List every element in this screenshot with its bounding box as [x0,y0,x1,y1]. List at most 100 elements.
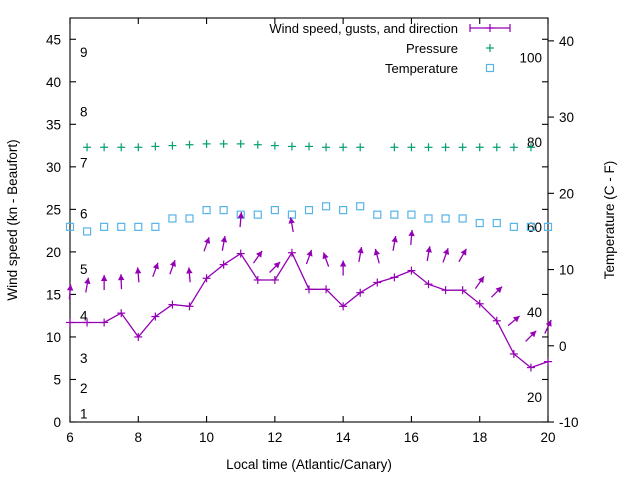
marker-square [492,218,501,228]
marker-square [458,214,467,223]
beaufort-label-5: 5 [80,262,88,277]
marker-square [100,222,109,231]
gust-arrow [100,275,108,291]
marker-square [304,205,314,215]
beaufort-label-7: 7 [80,156,88,171]
gust-arrow-head [545,319,552,327]
marker-square [168,214,177,223]
gust-arrow [305,249,313,265]
gust-arrow-head [408,229,415,237]
gust-arrow [373,248,380,264]
gust-arrow [220,235,228,251]
x-tick-label: 16 [404,430,419,445]
x-tick-label: 8 [135,430,143,445]
gust-arrow-head [443,248,450,255]
y-left-tick-label: 15 [46,287,61,302]
gust-arrow-head [512,315,520,323]
gust-arrow [525,330,537,342]
gust-arrow [186,267,193,283]
marker-square [117,222,126,231]
x-tick-label: 18 [472,430,487,445]
gust-arrow [491,286,503,298]
legend-label-2: Temperature [385,61,458,76]
marker-square [339,205,348,215]
marker-square [134,222,143,231]
gust-arrow-head [256,250,263,258]
legend-label-0: Wind speed, gusts, and direction [269,21,458,36]
gust-arrow-head [220,236,228,243]
legend-label-1: Pressure [406,41,458,56]
gust-arrow [269,261,281,273]
gust-arrow-head [391,236,398,243]
gust-arrow [474,275,485,290]
y-left-tick-label: 0 [53,415,61,430]
y-left-tick-label: 10 [46,330,61,345]
wind-speed-line [70,251,549,369]
gust-arrow-head [495,286,503,294]
gust-arrow [339,260,347,276]
marker-square [202,205,211,215]
gust-arrow [357,246,364,262]
gust-arrow-head [66,284,74,291]
gust-arrow [322,252,330,267]
y-left-tick-label: 20 [46,245,61,260]
series-wind-speed [66,248,552,372]
gust-arrow-head [306,249,313,257]
marker-square [373,210,382,219]
gust-arrow-head [237,212,245,219]
gust-arrow-head [373,248,380,256]
gust-arrow [134,267,142,283]
gust-arrow-head [339,260,347,267]
gust-arrow [442,248,450,263]
y-right-axis-title: Temperature (C - F) [602,161,617,280]
gust-arrow-head [460,248,467,256]
beaufort-label-4: 4 [80,309,88,324]
gust-arrow-head [169,260,176,267]
marker-square [407,210,416,219]
gust-arrow-head [529,330,537,338]
marker-square [321,202,331,211]
x-tick-label: 6 [66,430,74,445]
y-left-axis-title: Wind speed (kn - Beaufort) [5,139,20,300]
gust-arrow [408,229,415,245]
x-tick-label: 12 [267,430,282,445]
y-right-tick-label: 20 [559,186,574,201]
y-left-tick-label: 45 [46,32,61,47]
gust-arrow-head [357,247,364,254]
x-tick-label: 14 [336,430,352,445]
marker-square [82,227,92,236]
y-right-tick-label: 30 [559,110,574,125]
gust-arrow [237,212,245,228]
gust-arrow-head [134,267,142,274]
legend-marker-1 [486,44,494,52]
marker-square [356,202,365,211]
series-temperature [65,202,553,236]
gust-arrow [84,277,91,293]
gust-arrow-head [117,274,125,281]
gust-arrow [252,250,263,264]
marker-square [253,210,262,219]
gust-arrow-head [84,277,91,285]
marker-square [526,222,536,231]
gust-arrow [117,274,125,290]
marker-square [475,218,484,228]
legend-square [485,63,495,73]
gust-arrow-head [186,267,193,274]
y-left-tick-label: 35 [46,117,61,132]
gust-arrow [507,315,521,327]
marker-square [543,222,553,231]
marker-square [185,214,194,223]
beaufort-label-9: 9 [80,45,88,60]
gust-arrow-head [204,237,211,244]
plot-frame [69,17,549,423]
fahrenheit-label-20: 20 [527,390,542,405]
fahrenheit-label-40: 40 [527,305,542,320]
gust-arrow-head [425,246,432,253]
y-left-tick-label: 30 [46,160,61,175]
x-tick-label: 20 [540,430,555,445]
x-tick-label: 10 [199,430,214,445]
marker-square [287,210,297,219]
gust-arrow [288,217,295,233]
gust-arrow [169,259,176,275]
